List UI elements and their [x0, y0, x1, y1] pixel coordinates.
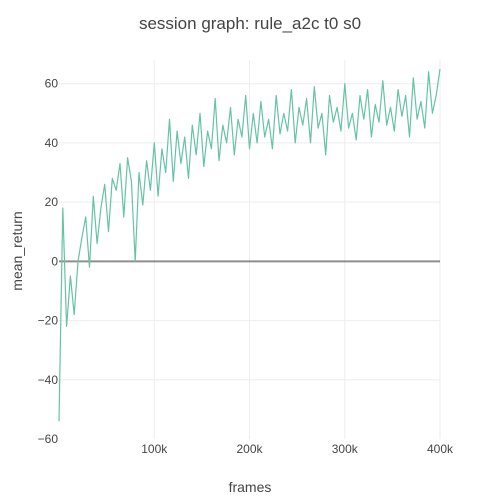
x-tick-label: 300k [332, 442, 359, 456]
data-series [58, 68, 441, 422]
y-tick-label: 0 [51, 254, 58, 268]
y-axis-title: mean_return [9, 211, 25, 290]
x-tick-label: 400k [427, 442, 454, 456]
x-axis-title: frames [229, 479, 272, 495]
y-tick-label: 60 [45, 77, 59, 91]
chart-title: session graph: rule_a2c t0 s0 [139, 14, 361, 33]
x-ticks: 100k 200k 300k 400k [141, 442, 454, 456]
y-tick-label: −60 [38, 432, 59, 446]
y-tick-label: 20 [45, 195, 59, 209]
y-tick-label: 40 [45, 136, 59, 150]
x-tick-label: 100k [141, 442, 168, 456]
series-line [58, 68, 441, 422]
y-tick-label: −20 [38, 314, 59, 328]
x-tick-label: 200k [236, 442, 263, 456]
y-tick-label: −40 [38, 373, 59, 387]
y-ticks: 60 40 20 0 −20 −40 −60 [38, 77, 59, 446]
grid [59, 60, 441, 439]
